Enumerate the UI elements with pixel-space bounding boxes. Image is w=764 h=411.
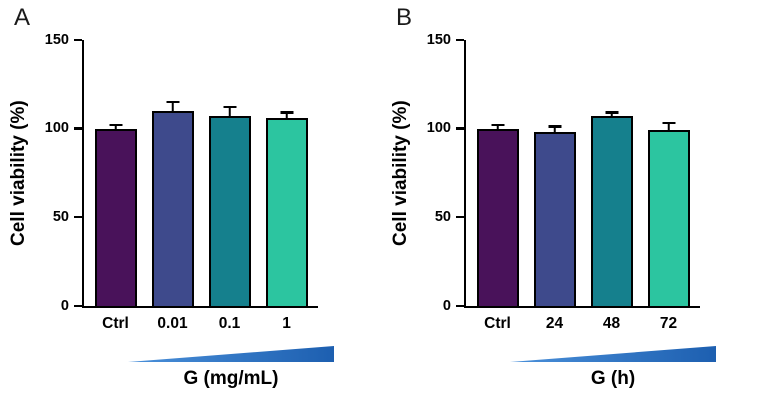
y-tick-mark — [456, 215, 464, 219]
panel-letter-a: A — [14, 4, 31, 31]
x-tick-label: 0.1 — [218, 315, 241, 332]
y-axis: 0 50 100 150 — [44, 32, 82, 313]
x-tick-label: Ctrl — [102, 315, 129, 332]
error-bar-cap — [548, 125, 561, 128]
y-tick-label: 100 — [426, 120, 451, 137]
bar-0.01 — [151, 110, 194, 306]
x-tick-label: 0.01 — [157, 315, 188, 332]
y-tick-label: 0 — [442, 297, 451, 314]
bar-1 — [265, 118, 308, 306]
bars: Ctrl 0.01 0.1 1 — [84, 40, 318, 332]
time-increase-triangle-icon — [510, 346, 716, 362]
error-bar — [285, 112, 288, 123]
bar-0.1 — [208, 116, 251, 306]
error-bar-cap — [662, 121, 675, 125]
y-tick-mark — [456, 304, 464, 307]
x-tick-label: 24 — [545, 315, 564, 332]
error-bar-cap — [491, 123, 504, 127]
y-tick-mark — [456, 38, 464, 41]
error-bar — [171, 102, 174, 115]
y-tick-label: 150 — [44, 31, 69, 48]
error-bar-cap — [109, 123, 122, 127]
plot-area: Ctrl 0.01 0.1 1 — [82, 40, 318, 332]
panel-letter-b: B — [396, 4, 413, 31]
bar-group-48: 48 — [590, 40, 633, 332]
dose-increase-triangle-icon — [128, 346, 334, 362]
y-tick-mark — [74, 38, 82, 41]
x-axis-label: G (mg/mL) — [183, 368, 279, 389]
y-tick-label: 50 — [434, 208, 451, 225]
x-tick-label: 48 — [602, 315, 621, 332]
y-tick-label: 150 — [426, 31, 451, 48]
y-tick-label: 100 — [44, 120, 69, 137]
bar-group-24: 24 — [533, 40, 576, 332]
y-tick-label: 0 — [60, 297, 69, 314]
x-tick-label: Ctrl — [484, 315, 511, 332]
y-tick-mark — [74, 304, 82, 307]
y-axis-label: Cell viability (%) — [8, 100, 29, 246]
x-axis-label: G (h) — [590, 368, 636, 389]
error-bar-cap — [280, 111, 293, 114]
bar-Ctrl — [476, 128, 519, 306]
bar-group-Ctrl: Ctrl — [476, 40, 519, 332]
bar-group-0.01: 0.01 — [151, 40, 194, 332]
bar-group-72: 72 — [647, 40, 690, 332]
bar-72 — [647, 130, 690, 306]
bar-Ctrl — [94, 128, 137, 306]
error-bar-cap — [605, 111, 618, 114]
bar-group-0.1: 0.1 — [208, 40, 251, 332]
error-bar — [228, 107, 231, 121]
error-bar — [553, 126, 556, 137]
bar-group-1: 1 — [265, 40, 308, 332]
y-axis: 0 50 100 150 — [426, 32, 464, 313]
error-bar-cap — [166, 100, 179, 104]
y-axis-label: Cell viability (%) — [390, 100, 411, 246]
error-bar-cap — [223, 105, 236, 109]
panel-a: A Cell viability (%) 0 50 100 150 Ctrl 0.01 0… — [8, 4, 334, 389]
y-tick-mark — [456, 127, 464, 130]
x-tick-label: 72 — [659, 315, 678, 332]
y-tick-label: 50 — [52, 208, 69, 225]
y-tick-mark — [74, 215, 82, 219]
bar-24 — [533, 132, 576, 306]
x-tick-label: 1 — [282, 315, 291, 332]
plot-area: Ctrl 24 48 72 — [464, 40, 700, 332]
bar-group-Ctrl: Ctrl — [94, 40, 137, 332]
panel-b: B Cell viability (%) 0 50 100 150 Ctrl 24 48 7… — [382, 0, 764, 411]
bars: Ctrl 24 48 72 — [466, 40, 700, 332]
bar-48 — [590, 116, 633, 306]
error-bar — [667, 123, 670, 135]
y-tick-mark — [74, 127, 82, 130]
